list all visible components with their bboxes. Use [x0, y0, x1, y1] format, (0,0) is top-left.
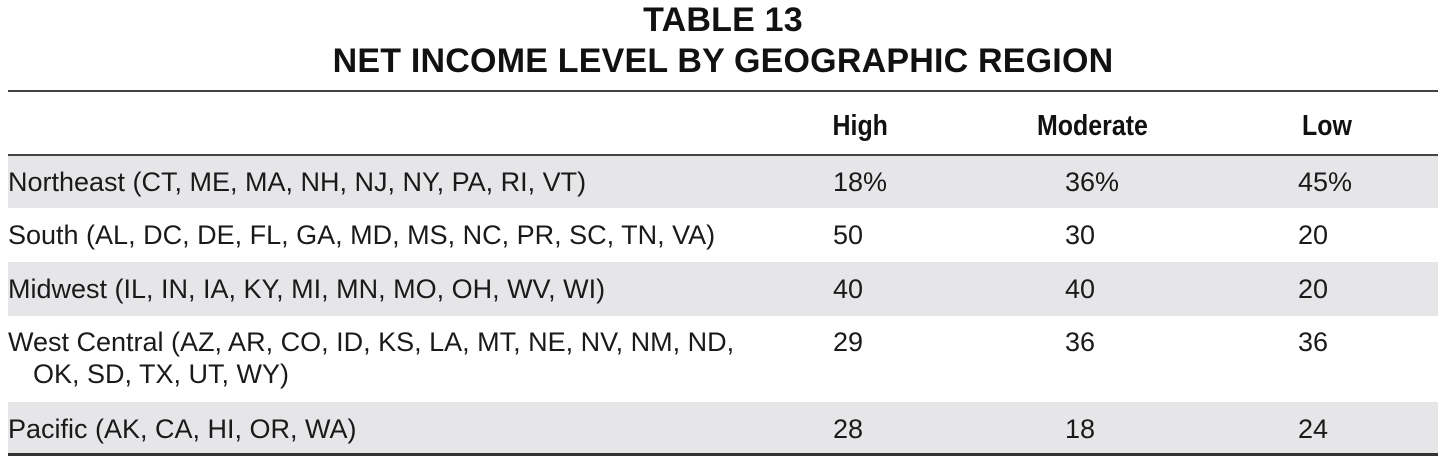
table-row-south: South (AL, DC, DE, FL, GA, MD, MS, NC, P… — [8, 208, 1438, 262]
region-label-line1: West Central (AZ, AR, CO, ID, KS, LA, MT… — [8, 327, 735, 357]
region-label: Midwest (IL, IN, IA, KY, MI, MN, MO, OH,… — [8, 274, 606, 304]
table-title: NET INCOME LEVEL BY GEOGRAPHIC REGION — [332, 42, 1114, 80]
cell-high: 28 — [833, 414, 864, 444]
bottom-rule — [8, 453, 1438, 456]
cell-moderate: 30 — [1065, 220, 1096, 250]
cell-low: 20 — [1298, 274, 1329, 304]
table-header-row: High Moderate Low — [8, 92, 1438, 154]
table-number: TABLE 13 — [643, 1, 803, 39]
cell-low: 20 — [1298, 220, 1329, 250]
table-row-northeast: Northeast (CT, ME, MA, NH, NJ, NY, PA, R… — [8, 156, 1438, 208]
cell-high: 40 — [833, 274, 864, 304]
table-row-pacific: Pacific (AK, CA, HI, OR, WA) 28 18 24 — [8, 402, 1438, 453]
column-header-moderate: Moderate — [1037, 110, 1148, 142]
region-label: West Central (AZ, AR, CO, ID, KS, LA, MT… — [8, 326, 734, 390]
cell-low: 36 — [1298, 327, 1329, 357]
column-header-low: Low — [1302, 110, 1352, 142]
region-label: South (AL, DC, DE, FL, GA, MD, MS, NC, P… — [8, 220, 716, 250]
column-header-high: High — [832, 110, 888, 142]
cell-moderate: 18 — [1065, 414, 1096, 444]
region-label-line2: OK, SD, TX, UT, WY) — [33, 359, 290, 389]
table-row-west-central: West Central (AZ, AR, CO, ID, KS, LA, MT… — [8, 316, 1438, 402]
region-label: Pacific (AK, CA, HI, OR, WA) — [8, 414, 357, 444]
cell-low: 45% — [1298, 167, 1353, 197]
cell-moderate: 36 — [1065, 327, 1096, 357]
cell-low: 24 — [1298, 414, 1329, 444]
cell-high: 18% — [833, 167, 888, 197]
cell-moderate: 36% — [1065, 167, 1120, 197]
region-label: Northeast (CT, ME, MA, NH, NJ, NY, PA, R… — [8, 167, 587, 197]
cell-high: 29 — [833, 327, 864, 357]
table-row-midwest: Midwest (IL, IN, IA, KY, MI, MN, MO, OH,… — [8, 262, 1438, 316]
header-rule — [8, 154, 1438, 156]
cell-moderate: 40 — [1065, 274, 1096, 304]
cell-high: 50 — [833, 220, 864, 250]
top-rule — [8, 90, 1438, 92]
table-title-block: TABLE 13 NET INCOME LEVEL BY GEOGRAPHIC … — [0, 0, 1446, 82]
